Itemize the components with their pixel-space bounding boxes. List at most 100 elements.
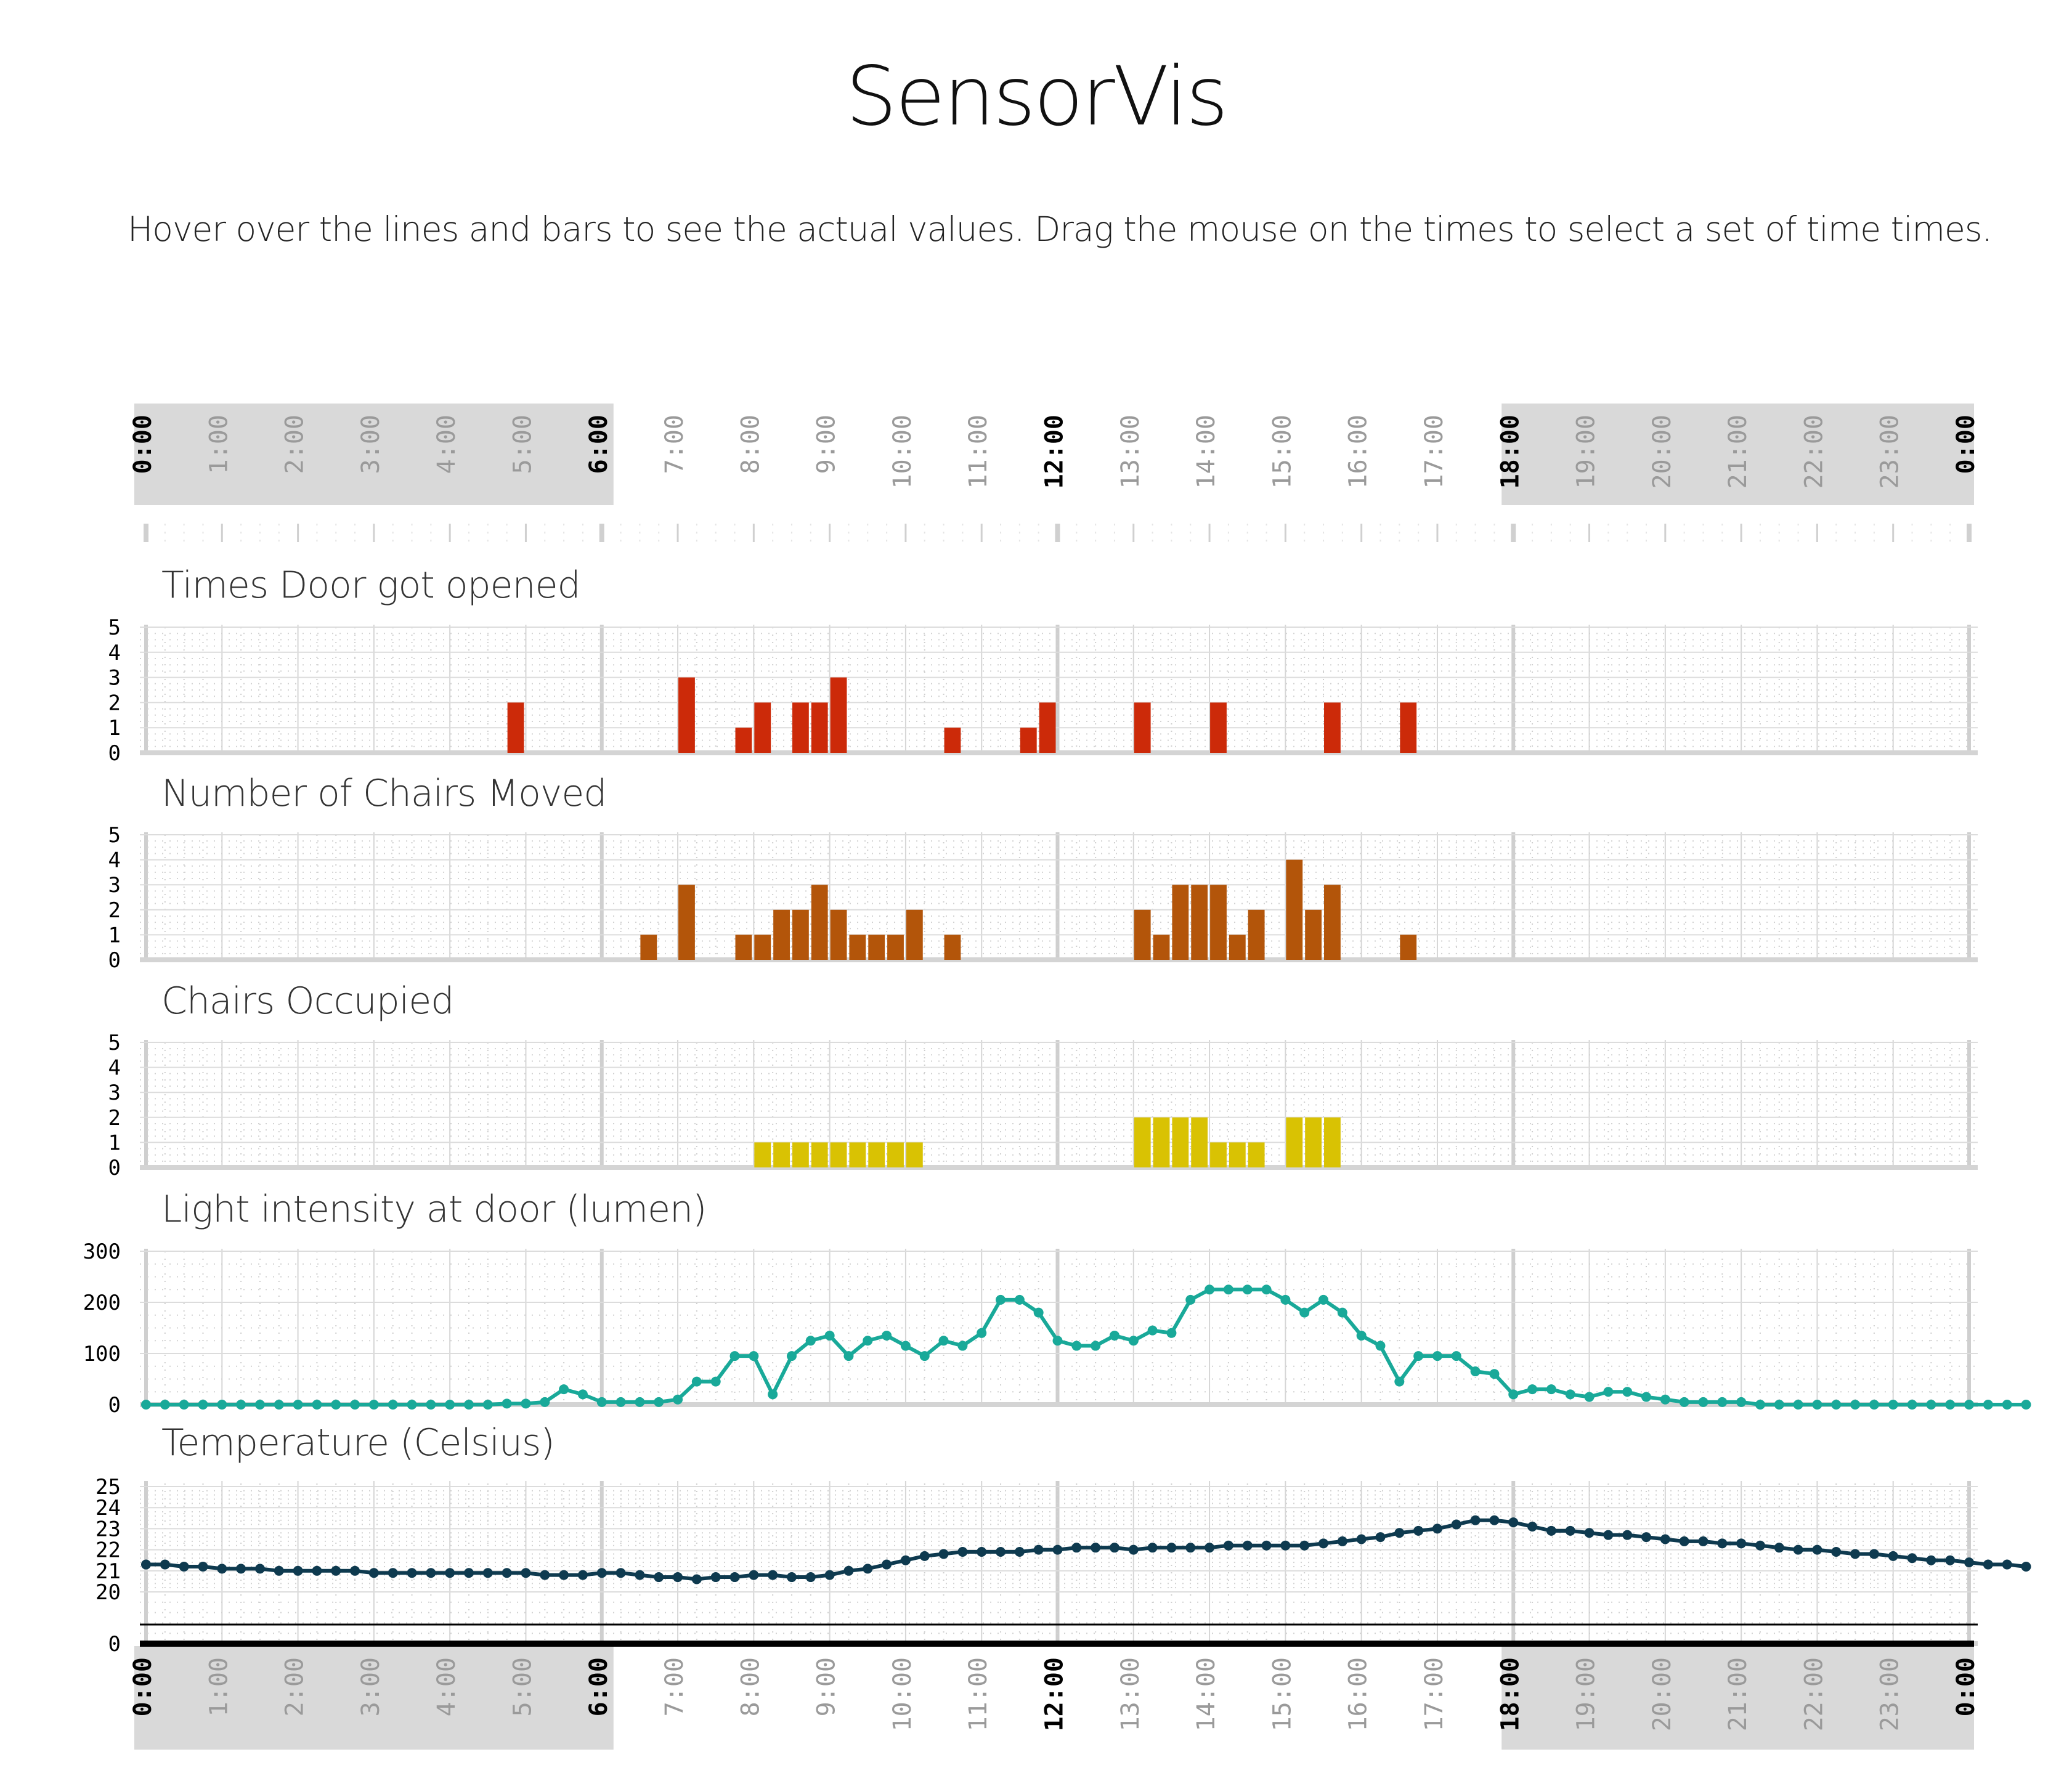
data-point[interactable]	[1185, 1543, 1196, 1553]
data-point[interactable]	[635, 1397, 645, 1407]
data-point[interactable]	[1546, 1384, 1556, 1395]
data-point[interactable]	[1527, 1521, 1538, 1532]
data-point[interactable]	[1109, 1543, 1119, 1553]
data-point[interactable]	[1147, 1325, 1158, 1336]
data-bar[interactable]	[773, 1142, 790, 1167]
data-point[interactable]	[843, 1565, 854, 1576]
data-point[interactable]	[1888, 1551, 1898, 1561]
data-point[interactable]	[559, 1570, 569, 1580]
data-point[interactable]	[1128, 1336, 1139, 1346]
data-bar[interactable]	[754, 702, 771, 753]
data-bar[interactable]	[735, 728, 752, 753]
data-point[interactable]	[274, 1400, 284, 1410]
data-point[interactable]	[1394, 1528, 1405, 1538]
data-point[interactable]	[1508, 1517, 1519, 1528]
data-point[interactable]	[179, 1400, 189, 1410]
data-point[interactable]	[1850, 1549, 1861, 1559]
data-point[interactable]	[957, 1341, 968, 1351]
data-bar[interactable]	[792, 909, 809, 960]
data-point[interactable]	[957, 1547, 968, 1557]
data-point[interactable]	[1755, 1540, 1765, 1551]
data-point[interactable]	[1565, 1389, 1575, 1400]
data-point[interactable]	[1432, 1524, 1442, 1534]
data-point[interactable]	[1280, 1294, 1291, 1305]
data-point[interactable]	[1166, 1328, 1177, 1338]
data-bar[interactable]	[1229, 1142, 1246, 1167]
data-point[interactable]	[1527, 1384, 1538, 1395]
data-bar[interactable]	[1134, 1117, 1151, 1167]
data-point[interactable]	[1565, 1525, 1575, 1536]
data-point[interactable]	[1147, 1543, 1158, 1553]
data-point[interactable]	[198, 1400, 208, 1410]
data-point[interactable]	[160, 1559, 170, 1570]
data-bar[interactable]	[754, 935, 771, 960]
data-point[interactable]	[786, 1351, 797, 1361]
data-bar[interactable]	[944, 728, 961, 753]
data-point[interactable]	[768, 1389, 778, 1400]
bottom-time-axis[interactable]: 0:00 1:00 2:00 3:00 4:00 5:00 6:00 7:00 8:00 9:00…	[129, 1646, 1980, 1750]
data-point[interactable]	[1679, 1397, 1689, 1407]
data-point[interactable]	[388, 1400, 398, 1410]
data-point[interactable]	[1622, 1387, 1633, 1397]
data-bar[interactable]	[1400, 935, 1417, 960]
data-point[interactable]	[254, 1564, 265, 1574]
data-point[interactable]	[710, 1572, 721, 1583]
data-point[interactable]	[1489, 1515, 1500, 1525]
data-bar[interactable]	[1400, 702, 1417, 753]
data-point[interactable]	[1091, 1341, 1101, 1351]
data-bar[interactable]	[678, 885, 695, 960]
data-point[interactable]	[1166, 1543, 1177, 1553]
data-point[interactable]	[1641, 1532, 1652, 1543]
data-point[interactable]	[786, 1572, 797, 1583]
data-point[interactable]	[1907, 1553, 1917, 1564]
data-point[interactable]	[293, 1400, 303, 1410]
data-point[interactable]	[1945, 1555, 1956, 1565]
data-point[interactable]	[1622, 1530, 1633, 1540]
data-bar[interactable]	[1324, 1117, 1341, 1167]
data-bar[interactable]	[678, 677, 695, 753]
data-point[interactable]	[1014, 1547, 1025, 1557]
data-bar[interactable]	[1286, 1117, 1303, 1167]
data-point[interactable]	[1223, 1540, 1233, 1551]
data-point[interactable]	[350, 1400, 360, 1410]
data-point[interactable]	[1071, 1341, 1082, 1351]
data-point[interactable]	[1831, 1400, 1842, 1410]
data-point[interactable]	[1698, 1536, 1708, 1546]
data-point[interactable]	[368, 1400, 379, 1410]
data-bar[interactable]	[906, 909, 923, 960]
data-point[interactable]	[1318, 1294, 1329, 1305]
data-point[interactable]	[1375, 1341, 1386, 1351]
data-bar[interactable]	[1153, 1117, 1170, 1167]
data-point[interactable]	[1451, 1519, 1461, 1530]
data-point[interactable]	[1318, 1538, 1329, 1549]
data-point[interactable]	[1052, 1336, 1063, 1346]
data-point[interactable]	[1033, 1544, 1044, 1555]
data-bar[interactable]	[1210, 885, 1227, 960]
data-point[interactable]	[843, 1351, 854, 1361]
data-point[interactable]	[1641, 1392, 1652, 1402]
data-point[interactable]	[1831, 1547, 1842, 1557]
data-point[interactable]	[596, 1568, 607, 1578]
data-bar[interactable]	[1191, 885, 1208, 960]
data-point[interactable]	[521, 1568, 531, 1578]
data-bar[interactable]	[773, 909, 790, 960]
data-bar[interactable]	[1039, 702, 1056, 753]
data-bar[interactable]	[887, 935, 904, 960]
data-bar[interactable]	[792, 1142, 809, 1167]
data-bar[interactable]	[944, 935, 961, 960]
data-point[interactable]	[1242, 1284, 1253, 1295]
data-point[interactable]	[654, 1572, 664, 1583]
data-point[interactable]	[141, 1400, 151, 1410]
data-point[interactable]	[198, 1561, 208, 1572]
data-point[interactable]	[368, 1568, 379, 1578]
data-point[interactable]	[1926, 1555, 1936, 1565]
data-point[interactable]	[1964, 1557, 1974, 1568]
data-bar[interactable]	[1134, 702, 1151, 753]
data-point[interactable]	[217, 1564, 227, 1574]
data-point[interactable]	[729, 1351, 740, 1361]
data-bar[interactable]	[887, 1142, 904, 1167]
data-point[interactable]	[331, 1565, 341, 1576]
data-point[interactable]	[1014, 1294, 1025, 1305]
data-point[interactable]	[1128, 1544, 1139, 1555]
data-point[interactable]	[463, 1568, 474, 1578]
